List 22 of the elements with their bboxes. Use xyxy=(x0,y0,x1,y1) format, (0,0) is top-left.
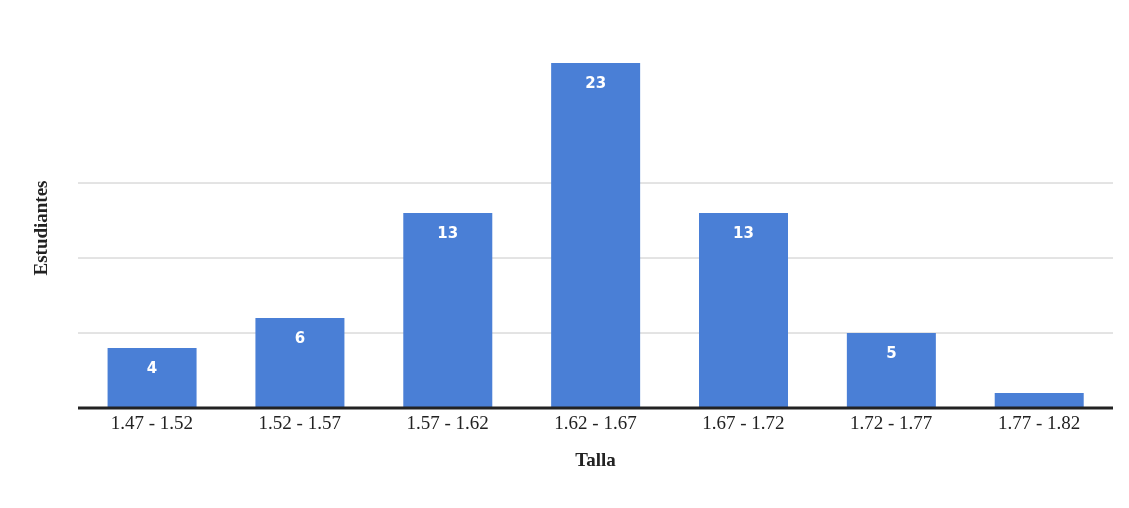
data-label: 6 xyxy=(294,328,306,347)
data-label: 5 xyxy=(886,343,897,362)
x-tick-label: 1.57 - 1.62 xyxy=(406,412,489,434)
bar xyxy=(403,213,493,408)
bar xyxy=(846,333,936,408)
data-label: 4 xyxy=(146,358,158,377)
data-label: 23 xyxy=(585,73,607,92)
x-tick-label: 1.77 - 1.82 xyxy=(997,412,1081,434)
y-axis-title: Estudiantes xyxy=(29,180,51,276)
bar xyxy=(255,318,345,408)
x-tick-label: 1.62 - 1.67 xyxy=(554,412,637,434)
x-tick-label: 1.52 - 1.57 xyxy=(258,412,341,434)
bar xyxy=(551,63,641,408)
x-tick-label: 1.72 - 1.77 xyxy=(850,412,933,434)
bar xyxy=(107,348,197,408)
bar xyxy=(699,213,788,408)
bar xyxy=(994,393,1084,408)
data-label: 13 xyxy=(437,223,459,242)
data-label: 13 xyxy=(733,223,754,242)
x-tick-label: 1.47 - 1.52 xyxy=(110,412,194,434)
x-axis-title: Talla xyxy=(575,449,617,470)
x-tick-label: 1.67 - 1.72 xyxy=(702,412,785,434)
